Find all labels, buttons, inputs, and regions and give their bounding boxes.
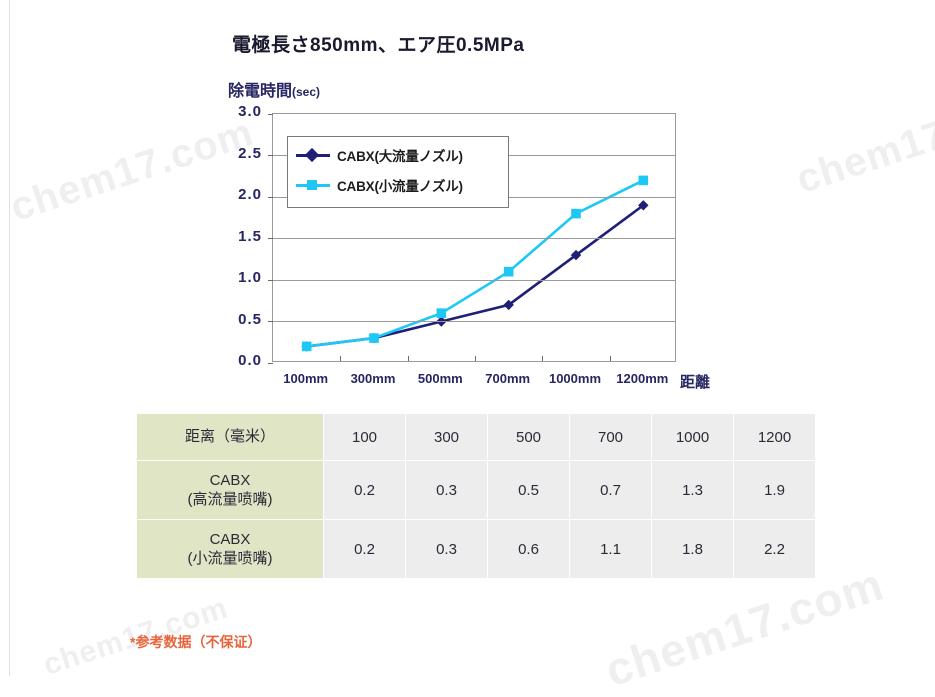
footnote: *参考数据（不保证）	[130, 634, 262, 650]
y-axis-tick	[268, 362, 273, 364]
page-left-rule	[9, 0, 10, 676]
table-cell: 1.8	[652, 520, 733, 578]
chart-title: 電極長さ850mm、エア圧0.5MPa	[232, 35, 525, 56]
series-layer	[301, 175, 649, 352]
table-row-label-line1: CABX	[209, 471, 251, 489]
x-axis-tick	[340, 356, 342, 361]
y-axis-unit: (sec)	[292, 85, 321, 99]
table-header-cell: 300	[406, 414, 487, 460]
table-cell: 0.6	[488, 520, 569, 578]
x-axis-tick-label: 300mm	[350, 371, 396, 386]
table-row-label-line2: (小流量喷嘴)	[187, 550, 273, 567]
table-header-label: 距离（毫米）	[137, 414, 323, 460]
table-cell: 0.2	[324, 461, 405, 519]
table-cell: 2.2	[734, 520, 815, 578]
y-axis-tick	[268, 279, 273, 281]
y-axis-title: 除電時間(sec)	[228, 77, 320, 101]
data-point-marker	[436, 308, 447, 318]
y-axis-tick-label: 2.0	[238, 186, 262, 203]
y-axis-tick-label: 1.0	[238, 269, 262, 286]
x-axis-tick	[475, 356, 476, 361]
table-cell: 0.7	[570, 461, 651, 519]
y-axis-tick	[268, 196, 273, 198]
table-header-cell: 100	[324, 414, 405, 460]
legend-item: CABX(小流量ノズル)	[296, 174, 463, 196]
y-axis-tick	[268, 238, 273, 239]
y-axis-tick-label: 0.0	[238, 352, 262, 369]
data-point-marker	[369, 333, 379, 343]
table-header-cell: 1200	[734, 414, 815, 460]
gridline	[273, 238, 675, 239]
chart-legend: CABX(大流量ノズル) CABX(小流量ノズル)	[287, 136, 509, 208]
x-axis-tick-label: 500mm	[417, 371, 463, 386]
y-axis-tick-label: 3.0	[238, 103, 262, 120]
x-axis-tick	[407, 356, 409, 361]
legend-label: CABX(大流量ノズル)	[337, 149, 463, 164]
chart: 電極長さ850mm、エア圧0.5MPa 除電時間(sec) 0.0 0.5 1.0 1…	[228, 35, 711, 391]
gridline	[273, 321, 675, 322]
y-axis-tick-label: 0.5	[238, 310, 262, 328]
gridline	[273, 279, 675, 281]
table-row-label-line2: (高流量喷嘴)	[187, 491, 273, 508]
table-cell: 0.2	[324, 520, 405, 578]
table-header-cell: 500	[488, 414, 569, 460]
data-point-marker	[571, 208, 581, 219]
x-axis-tick-label: 700mm	[485, 371, 531, 386]
table-row-label: CABX (小流量喷嘴)	[137, 520, 323, 578]
table-cell: 1.1	[570, 520, 651, 578]
table-cell: 1.3	[652, 461, 733, 519]
data-point-marker	[570, 249, 582, 261]
legend-item: CABX(大流量ノズル)	[296, 144, 463, 166]
y-axis-title-text: 除電時間	[228, 83, 293, 100]
legend-marker-diamond-icon	[296, 147, 330, 163]
series-line	[306, 204, 645, 348]
table-header-row: 距离（毫米） 100 300 500 700 1000 1200	[137, 414, 815, 460]
data-point-marker	[638, 175, 649, 186]
series-line	[306, 179, 644, 348]
table-row-label: CABX (高流量喷嘴)	[137, 461, 323, 519]
y-axis-tick	[268, 113, 273, 115]
legend-marker-square-icon	[296, 179, 330, 191]
y-axis-tick	[268, 155, 273, 156]
table-row-label-line1: CABX	[209, 530, 251, 548]
table-cell: 0.3	[406, 520, 487, 578]
table-header-cell: 700	[570, 414, 651, 460]
x-axis-tick-label: 100mm	[283, 371, 329, 386]
table-cell: 0.3	[406, 461, 487, 519]
x-axis-title: 距離	[680, 374, 711, 391]
y-axis-tick	[268, 321, 273, 322]
x-axis-tick	[609, 356, 611, 361]
table-header-cell: 1000	[652, 414, 733, 460]
table-row: CABX (高流量喷嘴) 0.2 0.3 0.5 0.7 1.3 1.9	[137, 461, 815, 519]
x-axis-tick	[542, 356, 544, 361]
data-point-marker	[503, 299, 514, 311]
x-axis-tick-label: 1200mm	[616, 371, 669, 386]
table-cell: 1.9	[734, 461, 815, 519]
data-table: 距离（毫米） 100 300 500 700 1000 1200 CABX (高流量喷嘴) 0.2…	[136, 413, 816, 579]
data-point-marker	[301, 341, 312, 352]
data-point-marker	[503, 266, 514, 277]
table-cell: 0.5	[488, 461, 569, 519]
x-axis-tick-label: 1000mm	[548, 371, 602, 386]
y-axis-tick-label: 1.5	[238, 227, 262, 245]
table-row: CABX (小流量喷嘴) 0.2 0.3 0.6 1.1 1.8 2.2	[137, 520, 815, 578]
page-root: chem17.com chem17.com chem17.com chem17.…	[5, 0, 935, 697]
y-axis-tick-label: 2.5	[238, 144, 262, 162]
legend-label: CABX(小流量ノズル)	[337, 179, 463, 194]
